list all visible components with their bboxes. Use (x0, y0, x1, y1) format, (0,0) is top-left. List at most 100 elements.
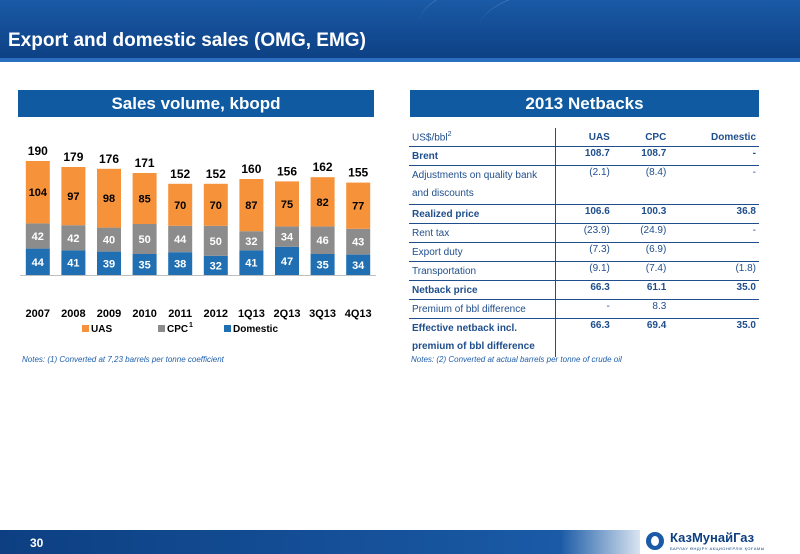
bar-segment-uas (61, 167, 86, 226)
row-value: - (669, 165, 759, 205)
bar-segment-domestic (132, 254, 157, 275)
table-row: Transportation (9.1) (7.4) (1.8) (409, 261, 759, 281)
bar-data-label: 44 (174, 234, 187, 246)
row-label: Netback price (409, 280, 556, 300)
x-tick-label: 4Q13 (345, 308, 372, 320)
bar-data-label: 35 (138, 260, 150, 272)
bar-segment-domestic (310, 254, 335, 275)
legend-swatch-domestic (224, 325, 231, 332)
legend-superscript: 1 (189, 322, 193, 329)
row-value: 61.1 (612, 280, 670, 300)
row-label: Transportation (409, 261, 556, 281)
bar-segment-uas (97, 168, 121, 228)
x-tick-label: 2011 (168, 308, 192, 320)
legend-label-domestic: Domestic (233, 324, 278, 335)
row-label: Adjustments on quality bank and discount… (409, 165, 556, 205)
row-value: (8.4) (612, 165, 670, 205)
legend-label-cpc: CPC (167, 324, 188, 335)
page-number: 30 (30, 536, 44, 550)
bar-data-label: 46 (316, 235, 328, 247)
bar-segment-cpc (203, 225, 228, 256)
col-header-uas: UAS (555, 128, 613, 147)
table-row: Netback price 66.3 61.1 35.0 (409, 280, 759, 300)
bar-segment-domestic (346, 254, 371, 275)
col-header-domestic: Domestic (669, 128, 759, 147)
bar-segment-cpc (25, 223, 50, 249)
x-tick-label: 1Q13 (238, 308, 265, 320)
row-label: Realized price (409, 204, 556, 224)
table-row: Export duty (7.3) (6.9) (409, 242, 759, 262)
bar-data-label: 34 (352, 260, 365, 272)
row-value: 106.6 (555, 204, 613, 224)
bar-total-label: 152 (206, 167, 226, 181)
bar-total-label: 155 (348, 166, 368, 180)
row-value (669, 242, 759, 262)
bar-data-label: 35 (316, 260, 328, 272)
row-value: - (669, 223, 759, 243)
sales-volume-chart: 44 42 104 190 2007 41 42 97 179 2008 39 40 98 176 2009… (20, 144, 376, 335)
bar-segment-domestic (25, 248, 50, 275)
right-note: Notes: (2) Converted at actual barrels p… (411, 355, 622, 364)
bar-data-label: 43 (352, 237, 364, 249)
bar-segment-uas (239, 179, 264, 232)
bar-segment-uas (25, 161, 50, 224)
bar-total-label: 160 (241, 162, 261, 176)
row-value: 35.0 (669, 280, 759, 300)
bar-segment-cpc (61, 225, 86, 251)
bar-segment-uas (203, 183, 228, 226)
x-tick-label: 2010 (132, 308, 156, 320)
row-value: 66.3 (555, 280, 613, 300)
x-tick-label: 2007 (26, 308, 50, 320)
bar-segment-cpc (97, 227, 121, 252)
table-row: Effective netback incl. premium of bbl d… (409, 318, 759, 357)
row-value: (23.9) (555, 223, 613, 243)
bar-segment-cpc (239, 231, 264, 251)
header-accent-line (0, 58, 800, 62)
bar-data-label: 41 (245, 258, 257, 270)
bar-total-label: 190 (28, 144, 48, 158)
table-row: Realized price 106.6 100.3 36.8 (409, 204, 759, 224)
row-label: Brent (409, 146, 556, 166)
bar-segment-domestic (61, 250, 86, 275)
row-value: 108.7 (612, 146, 670, 166)
table-row: Brent 108.7 108.7- (409, 146, 759, 166)
bar-segment-uas (310, 177, 335, 227)
row-value: 8.3 (612, 299, 670, 319)
logo-drop-icon (646, 532, 664, 550)
header-wave (480, 0, 800, 62)
bar-segment-domestic (203, 255, 228, 275)
table-row: Rent tax (23.9) (24.9) - (409, 223, 759, 243)
row-value: 108.7 (555, 146, 613, 166)
row-label: Rent tax (409, 223, 556, 243)
bar-data-label: 104 (29, 187, 48, 199)
slide-title: Export and domestic sales (OMG, EMG) (8, 30, 366, 51)
row-value: (24.9) (612, 223, 670, 243)
bar-data-label: 40 (103, 235, 115, 247)
bar-data-label: 39 (103, 258, 115, 270)
legend-swatch-uas (82, 325, 89, 332)
bar-total-label: 176 (99, 152, 119, 166)
bar-data-label: 34 (281, 232, 294, 244)
row-value (669, 299, 759, 319)
bar-data-label: 32 (245, 236, 257, 248)
netbacks-title: 2013 Netbacks (410, 90, 759, 117)
bar-total-label: 152 (170, 167, 190, 181)
bar-segment-uas (346, 182, 371, 229)
bar-data-label: 32 (210, 260, 222, 272)
bar-data-label: 77 (352, 201, 364, 213)
x-tick-label: 3Q13 (309, 308, 336, 320)
row-value: 36.8 (669, 204, 759, 224)
row-value: (2.1) (555, 165, 613, 205)
header-bar (0, 0, 800, 62)
bar-data-label: 70 (174, 200, 186, 212)
x-tick-label: 2008 (61, 308, 85, 320)
bar-data-label: 42 (32, 231, 44, 243)
unit-text: US$/bbl (412, 132, 448, 144)
bar-segment-cpc (346, 228, 371, 255)
netbacks-table: US$/bbl2 UAS CPC Domestic Brent 108.7 108.… (409, 128, 759, 357)
row-value: 35.0 (736, 320, 756, 331)
legend-label-uas: UAS (91, 324, 112, 335)
bar-total-label: 179 (63, 150, 83, 164)
row-value: (1.8) (669, 261, 759, 281)
table-row: Adjustments on quality bank and discount… (409, 165, 759, 205)
